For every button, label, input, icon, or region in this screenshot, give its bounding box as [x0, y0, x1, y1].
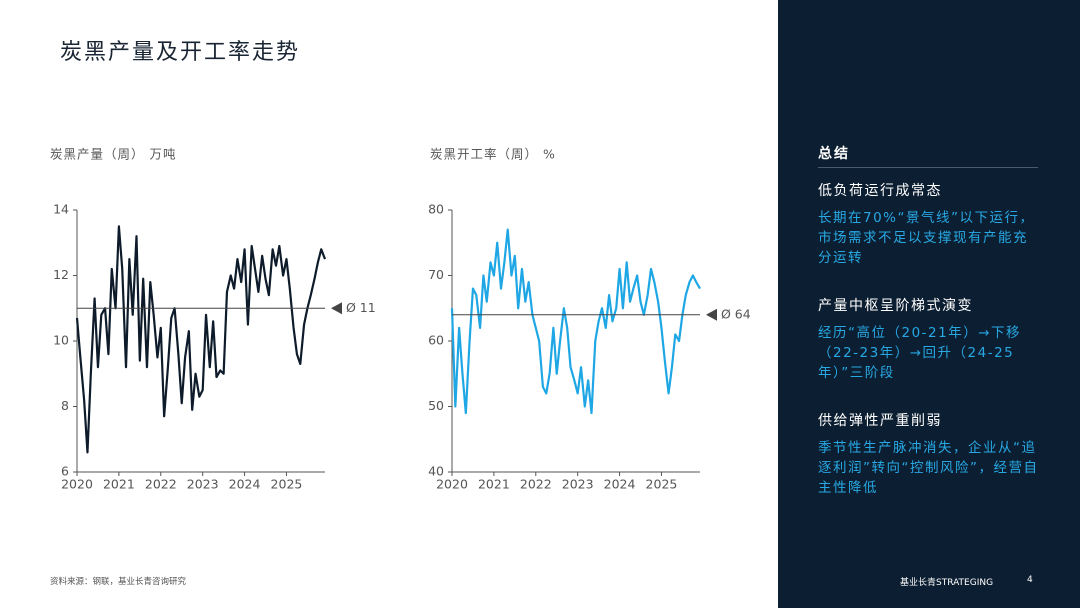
x-tick-label: 2022 [520, 477, 552, 492]
sidebar-rule [818, 167, 1038, 168]
y-tick-label: 10 [53, 333, 69, 348]
x-tick-label: 2025 [271, 477, 303, 492]
x-tick-label: 2023 [187, 477, 219, 492]
brand: 基业长青STRATEGING [900, 578, 994, 588]
y-tick-label: 50 [428, 398, 444, 413]
summary-text: 季节性生产脉冲消失，企业从“追逐利润”转向“控制风险”，经营自主性降低 [818, 440, 1039, 496]
x-tick-label: 2021 [478, 477, 510, 492]
summary-item: 产量中枢呈阶梯式演变经历“高位（20-21年）→下移（22-23年）→回升（24… [818, 295, 1040, 383]
y-tick-label: 6 [61, 464, 69, 479]
reference-label: Ø 64 [721, 306, 751, 321]
y-tick-label: 60 [428, 333, 444, 348]
x-tick-label: 2024 [229, 477, 261, 492]
summary-heading: 低负荷运行成常态 [818, 183, 942, 199]
y-tick-label: 80 [428, 202, 444, 217]
x-tick-label: 2025 [646, 477, 678, 492]
page-title: 炭黑产量及开工率走势 [60, 40, 301, 65]
page-number: 4 [1027, 575, 1033, 585]
y-tick-label: 8 [61, 398, 69, 413]
x-tick-label: 2020 [61, 477, 93, 492]
x-tick-label: 2020 [436, 477, 468, 492]
summary-heading: 供给弹性严重削弱 [818, 413, 942, 429]
summary-heading: 产量中枢呈阶梯式演变 [818, 298, 973, 314]
reference-marker [331, 302, 342, 315]
summary-text: 经历“高位（20-21年）→下移（22-23年）→回升（24-25年）”三阶段 [818, 325, 1022, 381]
y-tick-label: 14 [53, 202, 69, 217]
y-tick-label: 70 [428, 267, 444, 282]
reference-marker [706, 308, 717, 321]
data-line [450, 228, 701, 415]
x-tick-label: 2023 [562, 477, 594, 492]
summary-item: 低负荷运行成常态长期在70%“景气线”以下运行，市场需求不足以支撑现有产能充分运… [818, 180, 1040, 268]
y-tick-label: 12 [53, 267, 69, 282]
y-tick-label: 40 [428, 464, 444, 479]
sidebar: 总结 低负荷运行成常态长期在70%“景气线”以下运行，市场需求不足以支撑现有产能… [778, 0, 1080, 608]
y-axis-label: 炭黑产量（周） 万吨 [50, 147, 176, 162]
x-tick-label: 2024 [604, 477, 636, 492]
x-tick-label: 2021 [103, 477, 135, 492]
sidebar-title: 总结 [818, 146, 850, 162]
charts: 炭黑产量（周） 万吨 6 8 10 12 14 2020 2021 2022 2023 2024 20… [50, 147, 751, 492]
data-line [75, 225, 327, 454]
reference-label: Ø 11 [346, 300, 376, 315]
source-note: 资料来源：钢联，基业长青咨询研究 [50, 577, 187, 587]
summary-text: 长期在70%“景气线”以下运行，市场需求不足以支撑现有产能充分运转 [818, 210, 1035, 266]
summary-item: 供给弹性严重削弱季节性生产脉冲消失，企业从“追逐利润”转向“控制风险”，经营自主… [818, 410, 1040, 498]
x-tick-label: 2022 [145, 477, 177, 492]
y-axis-label: 炭黑开工率（周） % [430, 147, 556, 162]
